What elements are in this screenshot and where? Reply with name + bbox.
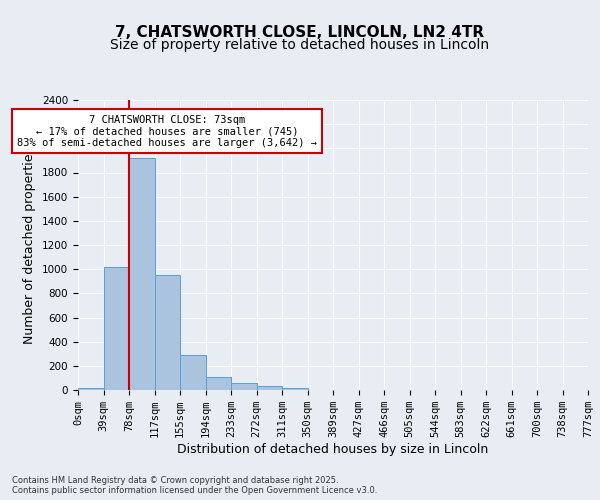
Text: Size of property relative to detached houses in Lincoln: Size of property relative to detached ho… <box>110 38 490 52</box>
Y-axis label: Number of detached properties: Number of detached properties <box>23 146 37 344</box>
Text: Contains HM Land Registry data © Crown copyright and database right 2025.
Contai: Contains HM Land Registry data © Crown c… <box>12 476 377 495</box>
Bar <box>180 355 205 390</box>
Bar <box>104 267 129 390</box>
Text: 7 CHATSWORTH CLOSE: 73sqm
← 17% of detached houses are smaller (745)
83% of semi: 7 CHATSWORTH CLOSE: 73sqm ← 17% of detac… <box>17 114 317 148</box>
Bar <box>282 388 308 390</box>
Bar <box>231 384 257 390</box>
Bar <box>155 275 180 390</box>
Bar <box>78 388 104 390</box>
Bar <box>205 376 231 390</box>
Bar <box>257 386 282 390</box>
Text: 7, CHATSWORTH CLOSE, LINCOLN, LN2 4TR: 7, CHATSWORTH CLOSE, LINCOLN, LN2 4TR <box>115 25 485 40</box>
Bar <box>129 158 155 390</box>
X-axis label: Distribution of detached houses by size in Lincoln: Distribution of detached houses by size … <box>178 443 488 456</box>
